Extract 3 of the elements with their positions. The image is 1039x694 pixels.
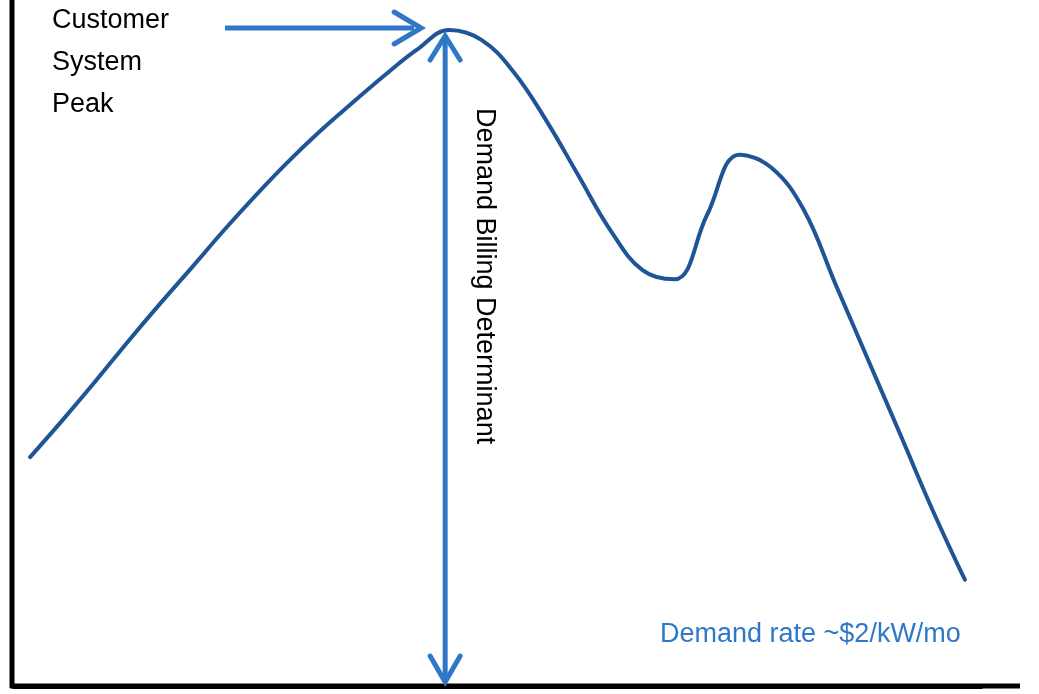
- annotation: Customer System Peak: [52, 3, 170, 120]
- annotation: Demand Billing Determinant: [471, 108, 502, 445]
- annotation: Demand rate ~$2/kW/mo: [660, 617, 961, 650]
